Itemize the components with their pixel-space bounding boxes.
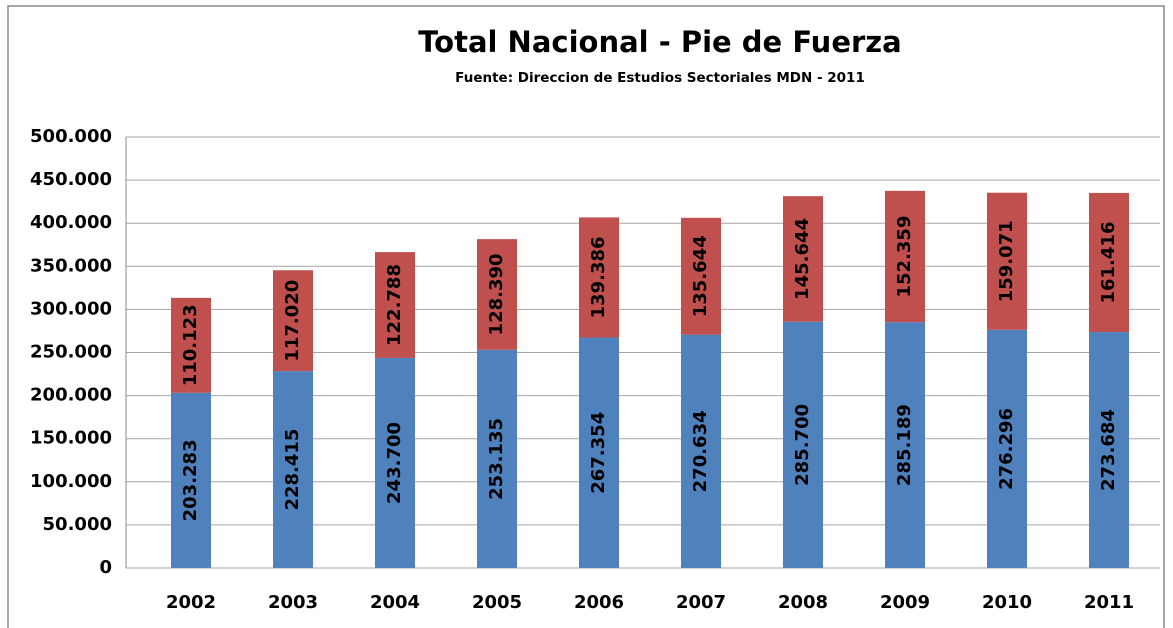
data-label: 276.296 xyxy=(996,408,1017,490)
bar-segment xyxy=(273,270,313,372)
data-label: 159.071 xyxy=(996,220,1017,302)
bar-segment xyxy=(375,252,415,358)
bar-segment xyxy=(273,371,313,568)
data-label: 270.634 xyxy=(690,410,711,492)
data-label: 128.390 xyxy=(486,253,507,335)
data-label: 122.788 xyxy=(384,264,405,346)
data-label: 135.644 xyxy=(690,235,711,317)
data-label: 161.416 xyxy=(1098,222,1119,304)
bar-segment xyxy=(171,297,211,393)
bar-segment xyxy=(987,192,1027,330)
y-tick-label: 450.000 xyxy=(30,169,112,190)
data-label: 253.135 xyxy=(486,418,507,500)
data-label: 145.644 xyxy=(792,218,813,300)
bar-segment xyxy=(579,337,619,568)
x-tick-label: 2010 xyxy=(982,592,1032,613)
x-tick-label: 2011 xyxy=(1084,592,1134,613)
bar-segment xyxy=(1089,192,1129,333)
bar-segment xyxy=(579,217,619,338)
y-tick-label: 100.000 xyxy=(30,471,112,492)
x-tick-label: 2005 xyxy=(472,592,522,613)
bar-segment xyxy=(375,357,415,568)
bar-segment xyxy=(477,349,517,568)
data-label: 273.684 xyxy=(1098,409,1119,491)
data-label: 285.189 xyxy=(894,404,915,486)
x-tick-label: 2003 xyxy=(268,592,318,613)
bar-segment xyxy=(681,334,721,568)
y-tick-label: 200.000 xyxy=(30,385,112,406)
data-label: 152.359 xyxy=(894,216,915,298)
y-tick-label: 50.000 xyxy=(43,514,112,535)
y-tick-label: 0 xyxy=(99,557,112,578)
bar-segment xyxy=(783,321,823,568)
data-label: 285.700 xyxy=(792,404,813,486)
y-tick-label: 350.000 xyxy=(30,255,112,276)
y-tick-label: 250.000 xyxy=(30,342,112,363)
bar-segment xyxy=(1089,332,1129,568)
chart-subtitle: Fuente: Direccion de Estudios Sectoriale… xyxy=(455,70,865,86)
y-tick-label: 400.000 xyxy=(30,212,112,233)
y-tick-label: 300.000 xyxy=(30,298,112,319)
bar-segment xyxy=(681,217,721,335)
bar-segment xyxy=(171,392,211,568)
chart-frame xyxy=(7,5,1165,628)
chart-title: Total Nacional - Pie de Fuerza xyxy=(418,25,902,59)
bar-segment xyxy=(783,196,823,322)
data-label: 243.700 xyxy=(384,422,405,504)
bar-segment xyxy=(885,322,925,568)
data-label: 117.020 xyxy=(282,280,303,362)
bar-segment xyxy=(477,239,517,350)
data-label: 267.354 xyxy=(588,412,609,494)
x-tick-label: 2004 xyxy=(370,592,420,613)
x-tick-label: 2009 xyxy=(880,592,930,613)
data-label: 228.415 xyxy=(282,429,303,511)
x-tick-label: 2002 xyxy=(166,592,216,613)
y-tick-label: 150.000 xyxy=(30,428,112,449)
bar-segment xyxy=(885,190,925,323)
x-tick-label: 2007 xyxy=(676,592,726,613)
x-tick-label: 2008 xyxy=(778,592,828,613)
data-label: 203.283 xyxy=(180,439,201,521)
data-label: 139.386 xyxy=(588,236,609,318)
y-tick-label: 500.000 xyxy=(30,126,112,147)
x-tick-label: 2006 xyxy=(574,592,624,613)
bar-segment xyxy=(987,329,1027,568)
data-label: 110.123 xyxy=(180,304,201,386)
